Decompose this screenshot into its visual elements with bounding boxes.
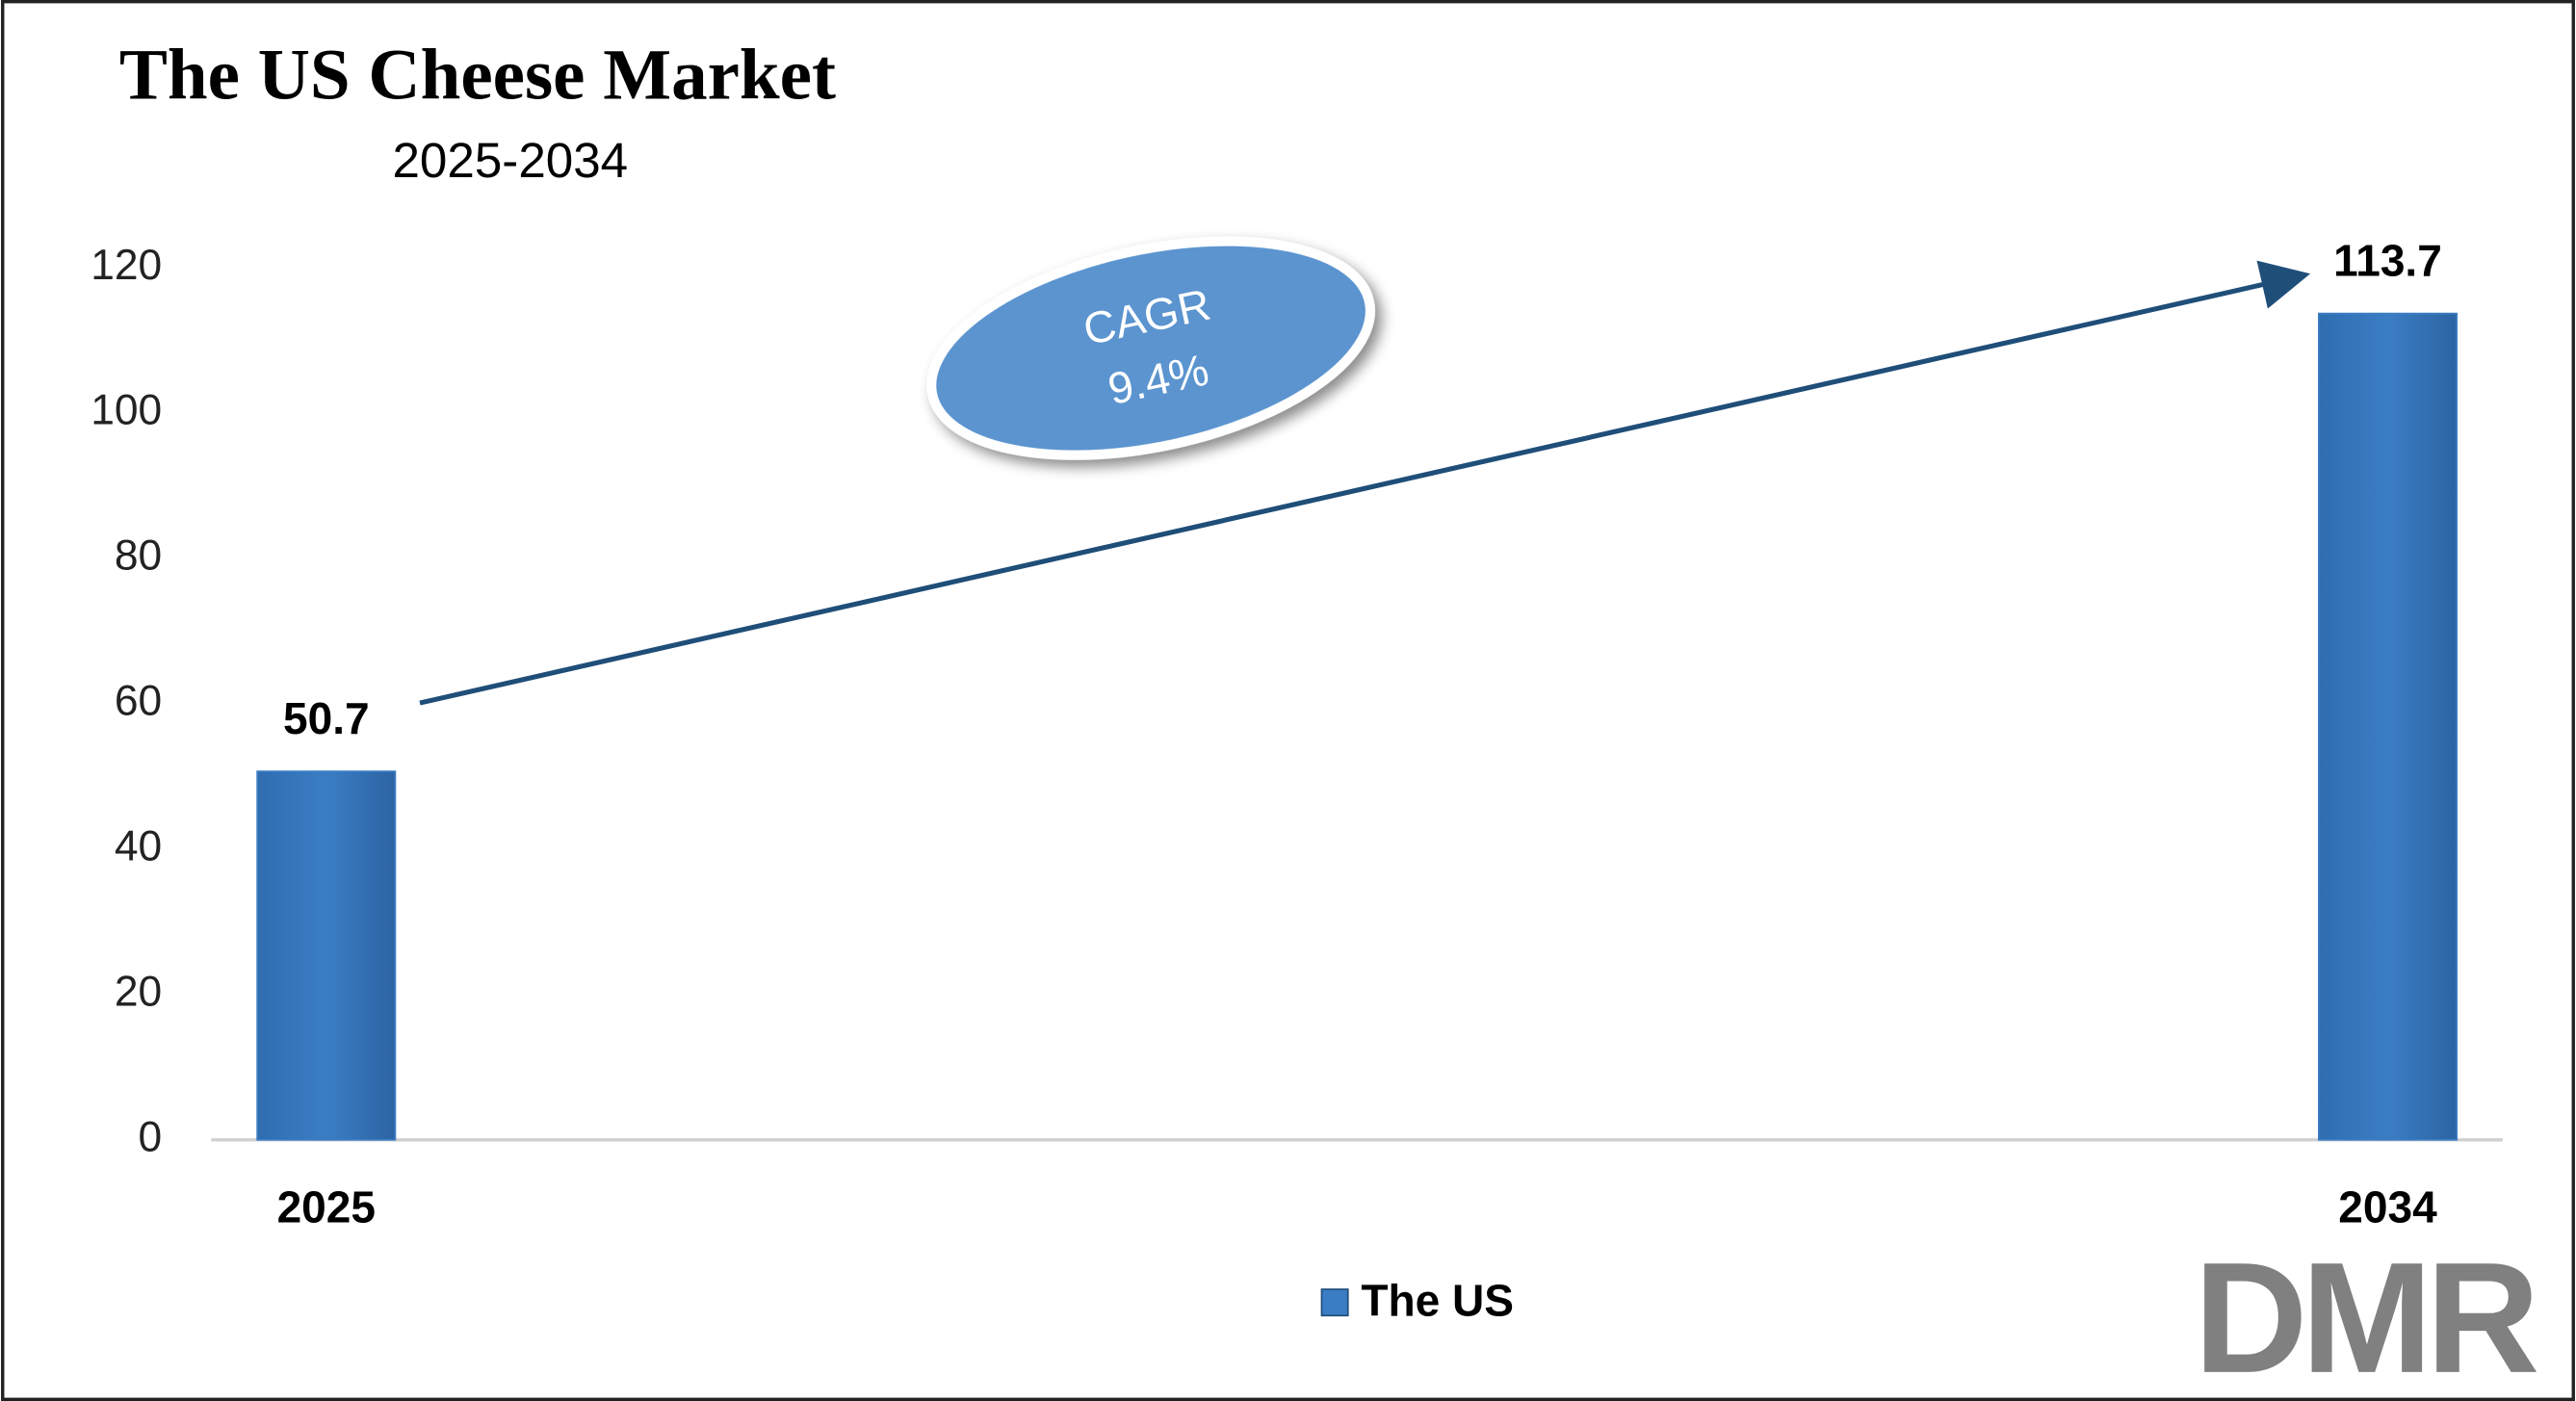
value-label: 50.7 — [283, 693, 370, 743]
logo: DMR — [2194, 1230, 2543, 1401]
cagr-badge: CAGR 9.4% — [926, 236, 1376, 460]
chart-title: The US Cheese Market — [119, 36, 836, 116]
y-tick-label: 120 — [91, 242, 162, 289]
x-tick-label: 2025 — [277, 1181, 376, 1232]
legend-swatch — [1320, 1288, 1349, 1317]
x-tick-label: 2034 — [2338, 1181, 2437, 1232]
y-tick-label: 20 — [115, 969, 162, 1016]
chart-subtitle: 2025-2034 — [393, 133, 629, 188]
bar — [256, 770, 397, 1141]
growth-arrow — [419, 260, 2311, 706]
y-tick-label: 100 — [91, 387, 162, 434]
legend-label: The US — [1361, 1276, 1514, 1326]
value-label: 113.7 — [2333, 236, 2442, 286]
y-tick-label: 40 — [115, 823, 162, 870]
bar — [2318, 312, 2458, 1141]
logo-text: DMR — [2194, 1230, 2537, 1401]
y-tick-label: 80 — [115, 532, 162, 580]
cagr-ellipse — [926, 236, 1376, 460]
y-tick-label: 60 — [115, 678, 162, 725]
y-tick-label: 0 — [139, 1114, 163, 1161]
